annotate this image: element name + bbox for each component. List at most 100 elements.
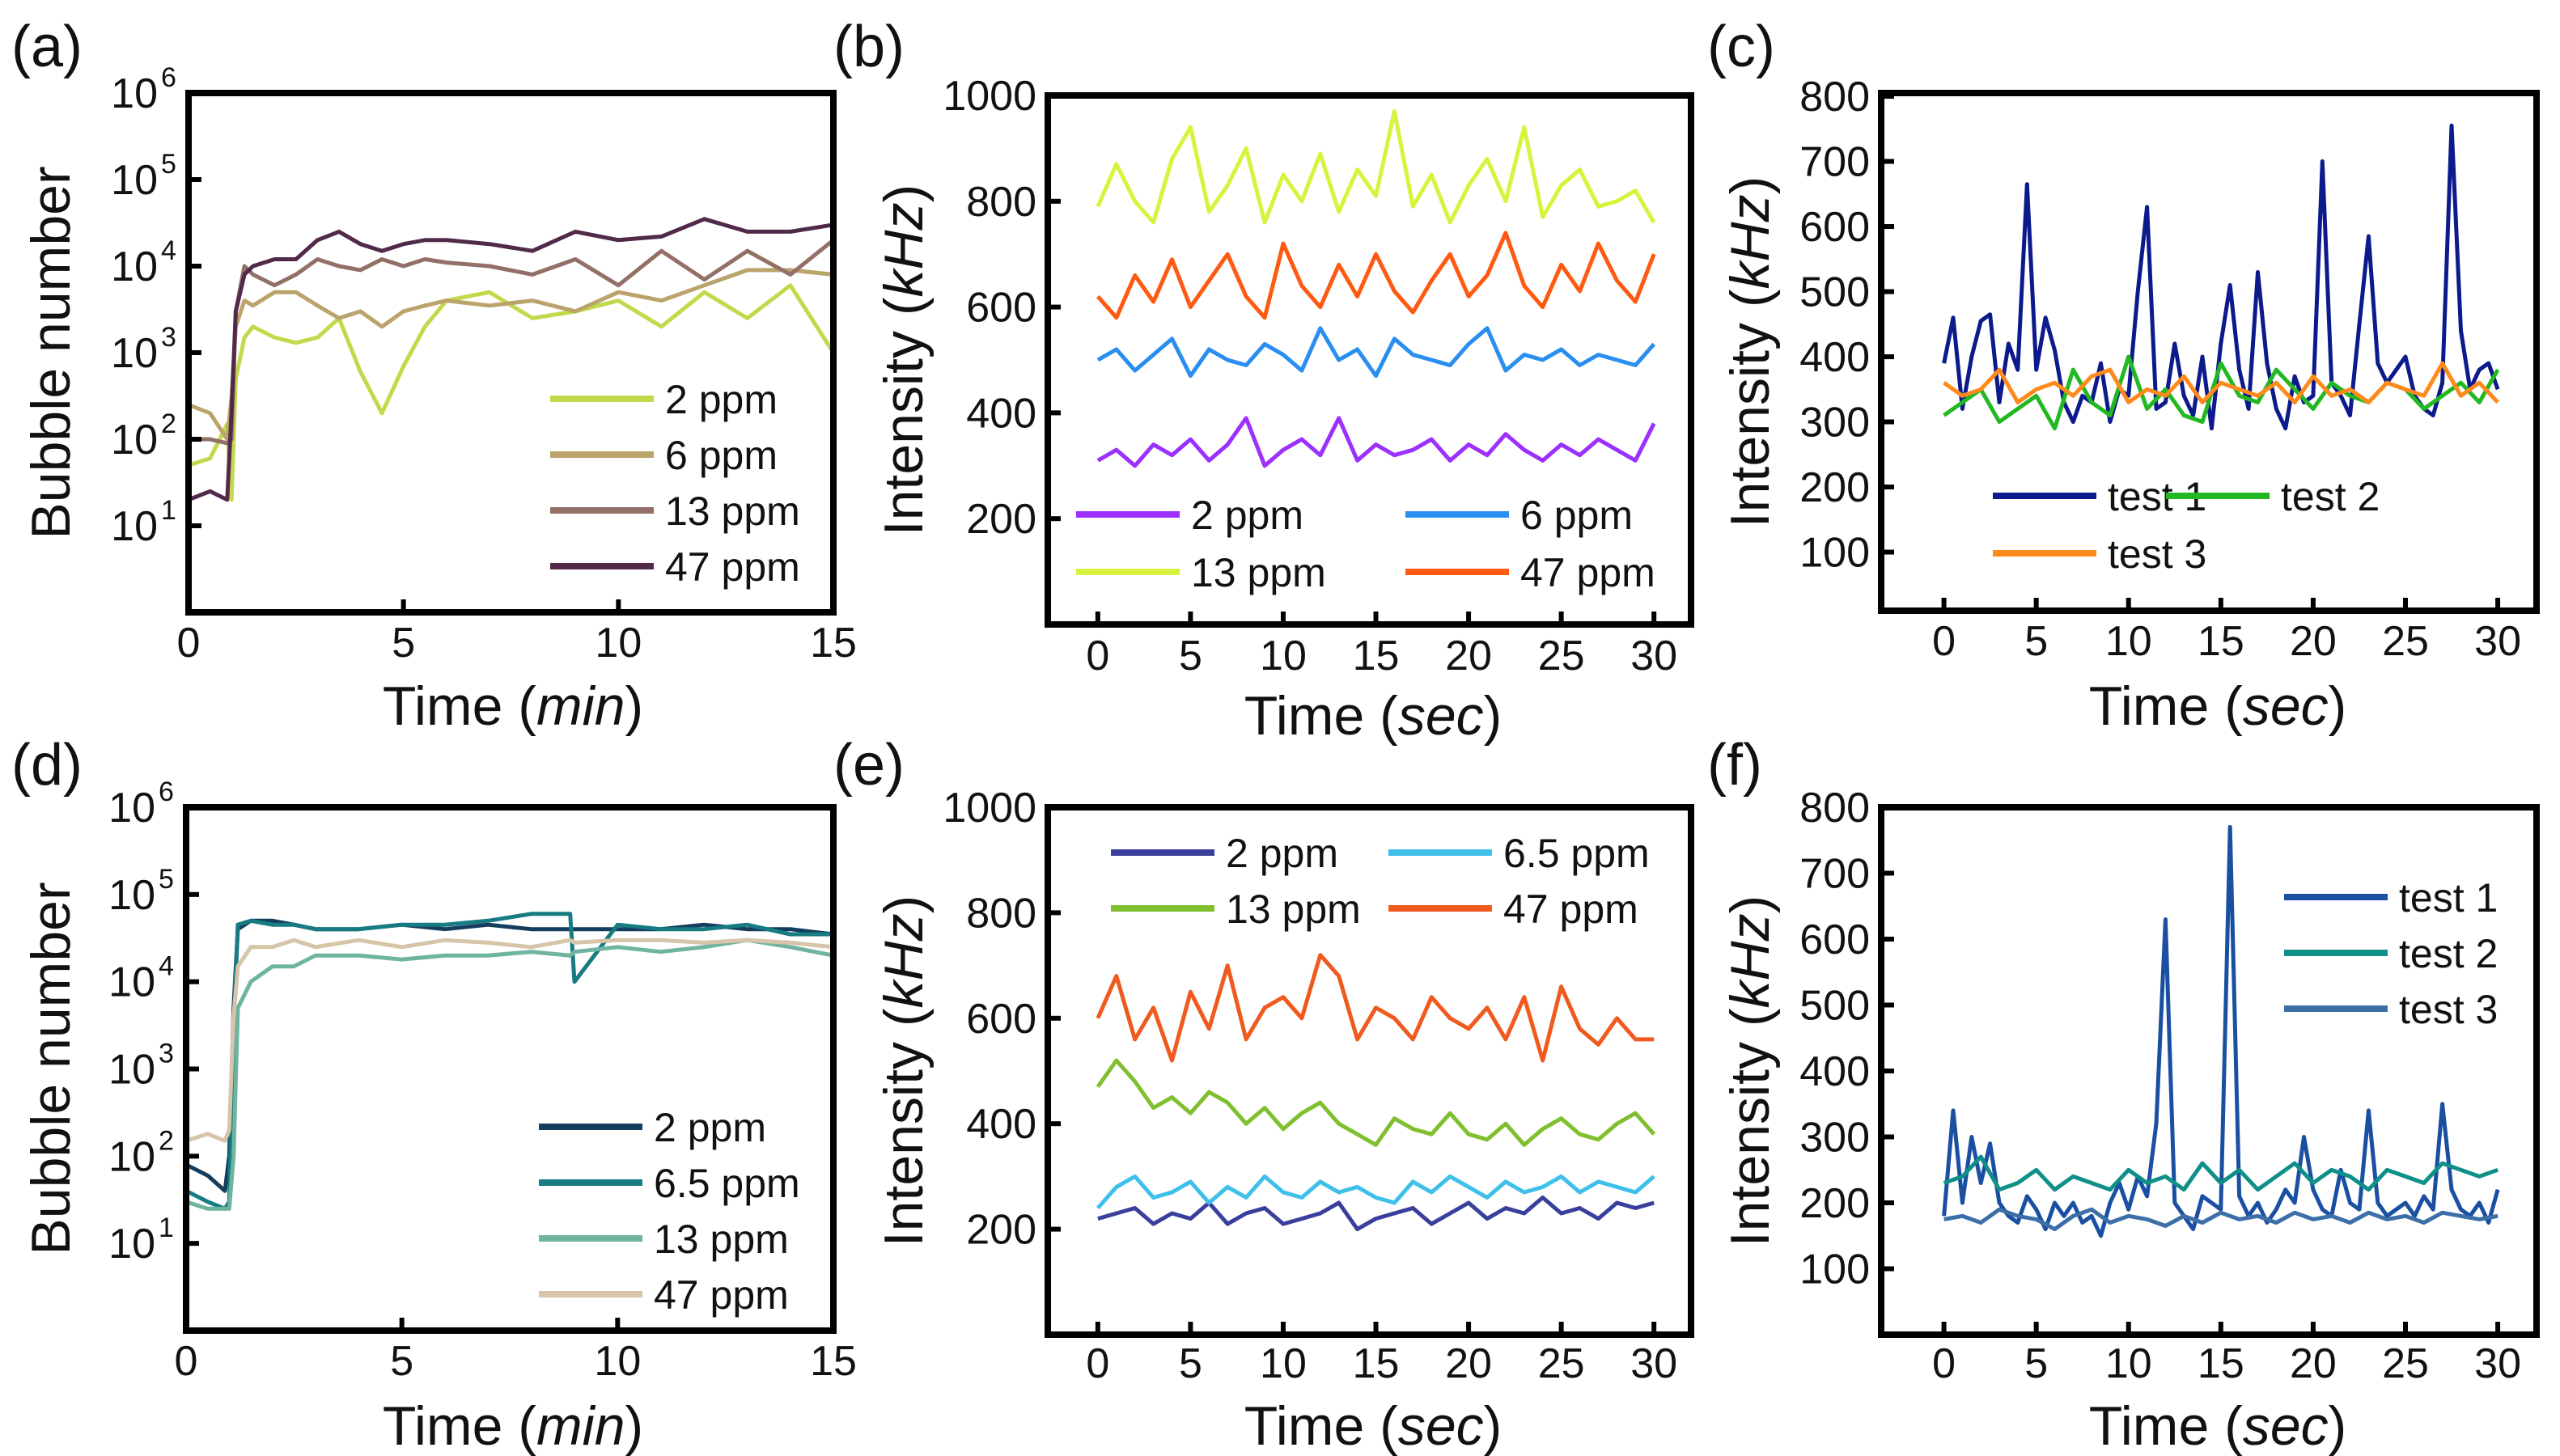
y-axis-title: Intensity (kHz) [1719, 895, 1781, 1247]
x-tick-label: 0 [1086, 1340, 1109, 1387]
x-tick-label: 5 [1179, 1340, 1202, 1387]
x-tick-label: 20 [2290, 1340, 2337, 1387]
x-axis-title-part: ) [2329, 1395, 2347, 1456]
y-tick-label: 200 [966, 496, 1036, 543]
legend-item: 47 ppm [539, 1272, 789, 1318]
x-tick-label: 5 [2024, 1340, 2048, 1387]
axes-frame [185, 90, 837, 616]
legend: 2 ppm 6 ppm 13 ppm 47 ppm [1076, 493, 1655, 595]
y-tick-label: 800 [966, 890, 1036, 937]
series-line-13-ppm [186, 938, 833, 1211]
panel-b: (b) 0 5 10 15 20 25 30 200 400 600 800 1000 Time (sec… [833, 15, 1694, 747]
x-axis-title-part: Time ( [383, 675, 536, 737]
legend-item: test 2 [2166, 474, 2380, 519]
x-axis-title-part: sec [2243, 675, 2329, 737]
legend-label: 47 ppm [1503, 887, 1638, 932]
series-line-test-1 [1942, 123, 2500, 431]
x-tick-label: 15 [810, 620, 857, 667]
x-tick-label: 15 [1353, 633, 1400, 679]
y-axis-title-part: Intensity ( [873, 1008, 935, 1246]
x-axis-title-part: Time ( [2089, 675, 2243, 737]
legend-item: 6 ppm [1405, 493, 1633, 538]
panel-label: (f) [1707, 733, 1762, 798]
legend-item: 2 ppm [1111, 831, 1338, 876]
series-line-2-ppm [1096, 416, 1656, 468]
x-tick-label: 0 [1932, 1340, 1956, 1387]
series-line-6.5-ppm [1096, 1174, 1655, 1210]
legend-item: 47 ppm [1388, 887, 1638, 932]
legend-item: 2 ppm [550, 377, 778, 422]
legend-label: test 2 [2281, 474, 2380, 519]
y-axis-title-part: kHz [873, 913, 935, 1008]
y-tick-label-base: 10 [111, 417, 158, 463]
y-tick-label-base: 10 [108, 872, 155, 919]
legend-label: test 1 [2399, 875, 2498, 921]
legend-label: 13 ppm [1226, 887, 1361, 932]
legend-item: 6.5 ppm [1388, 831, 1650, 876]
y-tick-label: 1000 [943, 73, 1036, 120]
x-tick-label: 0 [175, 1338, 198, 1385]
x-axis-title-part: min [536, 1395, 625, 1456]
legend-item: test 2 [2284, 931, 2498, 976]
y-tick-label: 100 [1799, 530, 1870, 577]
legend-label: 6 ppm [665, 433, 778, 478]
x-axis-title-part: Time ( [2089, 1395, 2243, 1456]
x-tick-label: 20 [1445, 1340, 1492, 1387]
legend: 2 ppm 6.5 ppm 13 ppm 47 ppm [539, 1105, 800, 1318]
panel-label: (e) [833, 733, 905, 798]
x-tick-label: 10 [1260, 633, 1307, 679]
x-axis-title-part: ) [1484, 1395, 1503, 1456]
y-tick-label-base: 10 [108, 1047, 155, 1094]
legend-item: test 3 [1993, 531, 2206, 577]
legend-item: 6 ppm [550, 433, 778, 478]
panel-f: (f) 0 5 10 15 20 25 30 100 200 300 400 500 600 700 800 T… [1707, 733, 2540, 1456]
x-tick-label: 25 [1538, 633, 1585, 679]
y-axis-title: Intensity (kHz) [1719, 176, 1781, 528]
y-axis-title: Bubble number [20, 166, 82, 539]
x-axis-title-part: ) [1484, 685, 1503, 747]
y-tick-label-exponent: 2 [161, 408, 176, 439]
x-tick-label: 20 [2290, 618, 2337, 665]
legend-item: 13 ppm [550, 489, 800, 534]
series-line-2-ppm [189, 283, 833, 502]
legend-label: 6 ppm [1520, 493, 1633, 538]
y-tick-label: 800 [1799, 785, 1870, 832]
y-axis-title-part: Intensity ( [1719, 1008, 1781, 1246]
y-tick-label: 700 [1799, 851, 1870, 898]
x-axis-title-part: sec [2243, 1395, 2329, 1456]
x-axis-title-part: min [536, 675, 625, 737]
x-tick-label: 0 [177, 620, 201, 667]
x-axis-title-part: sec [1398, 1395, 1484, 1456]
y-axis-title: Intensity (kHz) [873, 895, 935, 1247]
legend-item: 13 ppm [539, 1217, 789, 1262]
panel-label: (c) [1707, 15, 1775, 79]
legend-label: 6.5 ppm [654, 1161, 800, 1206]
y-tick-label: 500 [1799, 983, 1870, 1030]
series-line-13-ppm [1096, 109, 1656, 225]
legend-label: 2 ppm [1226, 831, 1338, 876]
x-axis-title: Time (sec) [1244, 685, 1503, 747]
y-tick-label-exponent: 1 [159, 1213, 174, 1243]
legend-label: 47 ppm [665, 544, 800, 590]
series-line-6-ppm [1096, 326, 1656, 379]
panel-label: (d) [11, 733, 83, 798]
y-tick-label: 600 [966, 996, 1036, 1043]
legend: 2 ppm 6.5 ppm 13 ppm 47 ppm [1111, 831, 1650, 932]
series-line-test-1 [1942, 824, 2500, 1238]
y-tick-label: 1000 [943, 785, 1036, 832]
x-tick-label: 5 [392, 620, 415, 667]
y-tick-label-base: 10 [111, 503, 158, 550]
y-tick-label-exponent: 3 [159, 1039, 174, 1069]
legend-label: test 2 [2399, 931, 2498, 976]
x-tick-label: 15 [2198, 1340, 2244, 1387]
y-axis-title-part: kHz [1719, 194, 1781, 289]
y-axis-title-part: kHz [873, 202, 935, 297]
y-axis-title-part: Bubble number [20, 882, 82, 1255]
x-tick-label: 10 [595, 620, 642, 667]
legend-item: 47 ppm [550, 544, 800, 590]
y-tick-label-base: 10 [108, 959, 155, 1006]
series-line-47-ppm [186, 938, 833, 1143]
